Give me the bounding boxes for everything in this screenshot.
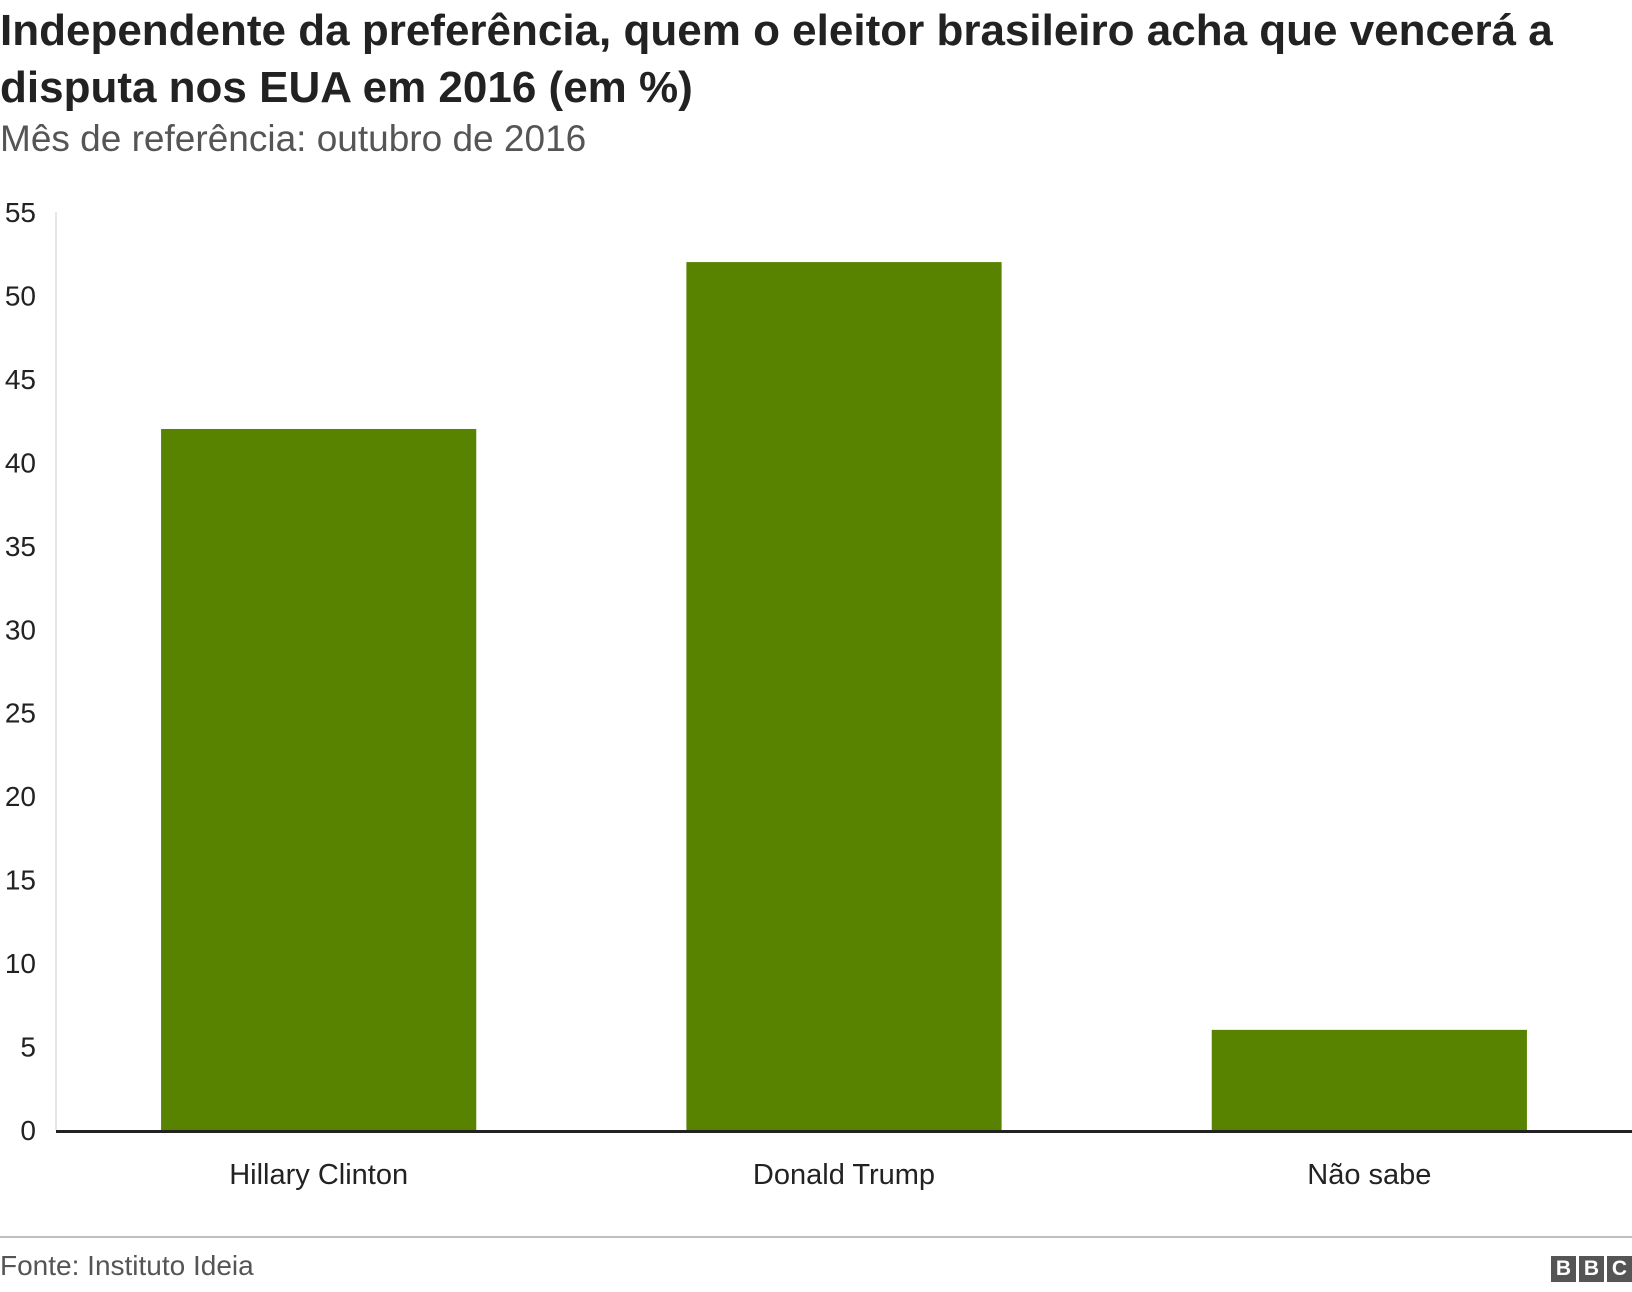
y-tick-label-0: 0 bbox=[20, 1115, 36, 1146]
chart-subtitle: Mês de referência: outubro de 2016 bbox=[0, 118, 587, 159]
x-axis-labels: Hillary Clinton Donald Trump Não sabe bbox=[229, 1159, 1431, 1191]
chart-title: Independente da preferência, quem o elei… bbox=[0, 6, 1553, 112]
footer-divider bbox=[0, 1236, 1632, 1238]
y-tick-label-5: 5 bbox=[20, 1032, 36, 1063]
y-tick-label-25: 25 bbox=[5, 698, 36, 729]
y-tick-label-35: 35 bbox=[5, 531, 36, 562]
y-tick-label-10: 10 bbox=[5, 948, 36, 979]
x-tick-label-n-o-sabe: Não sabe bbox=[1307, 1159, 1431, 1191]
source-note: Fonte: Instituto Ideia bbox=[0, 1250, 254, 1281]
y-tick-label-40: 40 bbox=[5, 447, 36, 478]
y-tick-label-30: 30 bbox=[5, 614, 36, 645]
bar-n-o-sabe bbox=[1211, 1029, 1527, 1130]
y-tick-label-15: 15 bbox=[5, 865, 36, 896]
y-tick-label-20: 20 bbox=[5, 781, 36, 812]
logo-letter-c: C bbox=[1607, 1256, 1632, 1282]
bars bbox=[161, 262, 1527, 1130]
bbc-logo: B B C bbox=[1551, 1256, 1632, 1282]
x-tick-label-hillary-clinton: Hillary Clinton bbox=[229, 1159, 408, 1191]
y-axis-ticks: 0 5 10 15 20 25 30 35 40 45 50 55 bbox=[5, 197, 36, 1146]
logo-letter-b2: B bbox=[1579, 1256, 1604, 1282]
bar-chart: 0 5 10 15 20 25 30 35 40 45 50 55 Hillary Clinton Do… bbox=[5, 197, 1632, 1191]
y-tick-label-55: 55 bbox=[5, 197, 36, 228]
y-tick-label-50: 50 bbox=[5, 280, 36, 311]
bar-donald-trump bbox=[686, 262, 1002, 1130]
x-tick-label-donald-trump: Donald Trump bbox=[753, 1159, 935, 1191]
bar-hillary-clinton bbox=[161, 428, 477, 1130]
y-tick-label-45: 45 bbox=[5, 364, 36, 395]
logo-letter-b1: B bbox=[1551, 1256, 1576, 1282]
